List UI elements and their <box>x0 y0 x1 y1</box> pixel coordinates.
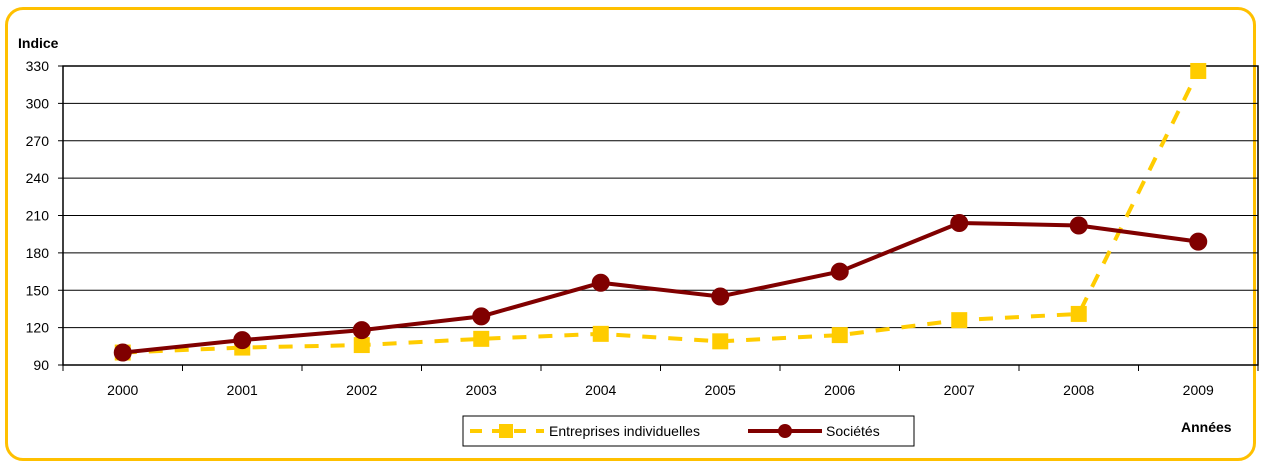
x-tick-label: 2008 <box>1063 382 1094 398</box>
data-point <box>712 333 729 350</box>
legend-label: Entreprises individuelles <box>549 423 700 439</box>
x-tick-label: 2004 <box>585 382 616 398</box>
y-tick-label: 270 <box>26 133 50 149</box>
legend-label: Sociétés <box>826 423 880 439</box>
y-tick-label: 210 <box>26 208 50 224</box>
x-tick-label: 2001 <box>227 382 258 398</box>
y-tick-label: 240 <box>26 170 50 186</box>
legend-marker <box>778 424 792 438</box>
x-axis-ticks: 2000 2001 2002 2003 2004 2005 2006 2007 2008 2009 <box>62 365 1259 398</box>
x-axis-title: Années <box>1181 419 1232 435</box>
data-point <box>1190 62 1207 79</box>
data-point <box>830 262 849 281</box>
data-point <box>352 321 371 340</box>
data-point <box>113 343 132 362</box>
series-group <box>113 62 1208 362</box>
y-axis-title: Indice <box>18 35 59 51</box>
series-societes <box>113 213 1208 362</box>
x-tick-label: 2009 <box>1183 382 1214 398</box>
x-tick-label: 2006 <box>824 382 855 398</box>
legend: Entreprises individuelles Sociétés <box>462 415 915 447</box>
series-entreprises-individuelles <box>114 62 1207 361</box>
data-point <box>1069 216 1088 235</box>
x-tick-label: 2003 <box>466 382 497 398</box>
data-point <box>951 312 968 329</box>
y-tick-label: 120 <box>26 320 50 336</box>
x-tick-label: 2007 <box>944 382 975 398</box>
y-tick-label: 90 <box>33 357 49 373</box>
y-tick-label: 150 <box>26 282 50 298</box>
data-point <box>473 330 490 347</box>
data-point <box>831 327 848 344</box>
x-tick-label: 2000 <box>107 382 138 398</box>
series-line <box>122 70 1201 355</box>
series-line <box>122 220 1199 355</box>
data-point <box>233 331 252 350</box>
data-point <box>353 337 370 354</box>
chart-frame <box>5 7 1256 461</box>
y-axis-ticks: 90 120 150 180 210 240 270 300 330 <box>26 58 63 373</box>
data-point <box>592 325 609 342</box>
y-tick-label: 330 <box>26 58 50 74</box>
data-point <box>591 273 610 292</box>
legend-marker <box>499 424 513 438</box>
data-point <box>711 287 730 306</box>
data-point <box>1189 232 1208 251</box>
data-point <box>472 307 491 326</box>
y-tick-label: 300 <box>26 95 50 111</box>
data-point <box>950 213 969 232</box>
x-tick-label: 2005 <box>705 382 736 398</box>
x-tick-label: 2002 <box>346 382 377 398</box>
data-point <box>1070 305 1087 322</box>
y-tick-label: 180 <box>26 245 50 261</box>
